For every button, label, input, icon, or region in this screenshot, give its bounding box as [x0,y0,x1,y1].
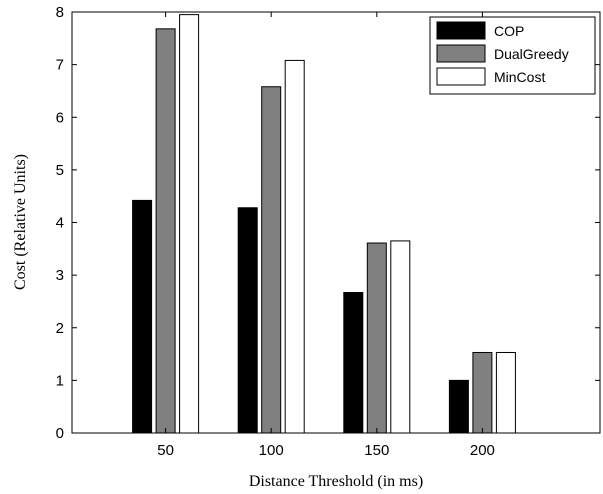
y-axis-title: Cost (Relative Units) [12,154,29,290]
legend-label-cop: COP [494,23,524,39]
bar-dualgreedy-100 [261,86,282,434]
legend-label-dualgreedy: DualGreedy [494,46,569,62]
legend-swatch-mincost [436,67,486,86]
legend-swatch-dualgreedy [436,44,486,63]
bar-cop-150 [343,291,364,434]
legend-swatch-cop [436,21,486,40]
bar-cop-50 [132,199,153,434]
x-tick-label: 100 [259,442,284,459]
bar-mincost-150 [390,240,411,434]
y-tick-label: 6 [56,109,64,126]
bar-dualgreedy-150 [366,242,387,434]
bar-dualgreedy-200 [472,351,493,434]
bar-mincost-100 [284,59,305,434]
bar-mincost-200 [495,351,516,434]
y-tick-label: 7 [56,57,64,74]
legend: COP DualGreedy MinCost [429,16,596,95]
y-axis: 0 1 2 3 4 5 6 7 8 [56,4,600,442]
x-tick-label: 200 [470,442,495,459]
y-tick-label: 1 [56,372,64,389]
y-tick-label: 4 [56,215,64,232]
y-tick-label: 2 [56,320,64,337]
x-tick-label: 150 [364,442,389,459]
bars-group [132,14,516,434]
bar-dualgreedy-50 [155,28,176,434]
legend-label-mincost: MinCost [494,69,545,85]
x-axis: 50 100 150 200 [157,12,495,459]
y-tick-label: 8 [56,4,64,21]
y-tick-label: 0 [56,425,64,442]
y-tick-label: 3 [56,267,64,284]
bar-mincost-50 [179,14,200,434]
x-tick-label: 50 [157,442,174,459]
bar-cop-200 [448,379,469,434]
y-tick-label: 5 [56,162,64,179]
bar-cop-100 [237,207,258,434]
x-axis-title: Distance Threshold (in ms) [249,473,423,490]
